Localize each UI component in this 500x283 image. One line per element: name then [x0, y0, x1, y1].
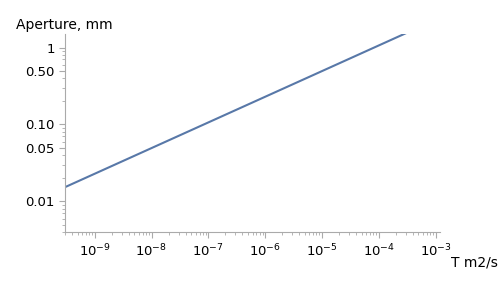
Text: T m2/s: T m2/s	[451, 256, 498, 270]
Text: Aperture, mm: Aperture, mm	[16, 18, 113, 32]
